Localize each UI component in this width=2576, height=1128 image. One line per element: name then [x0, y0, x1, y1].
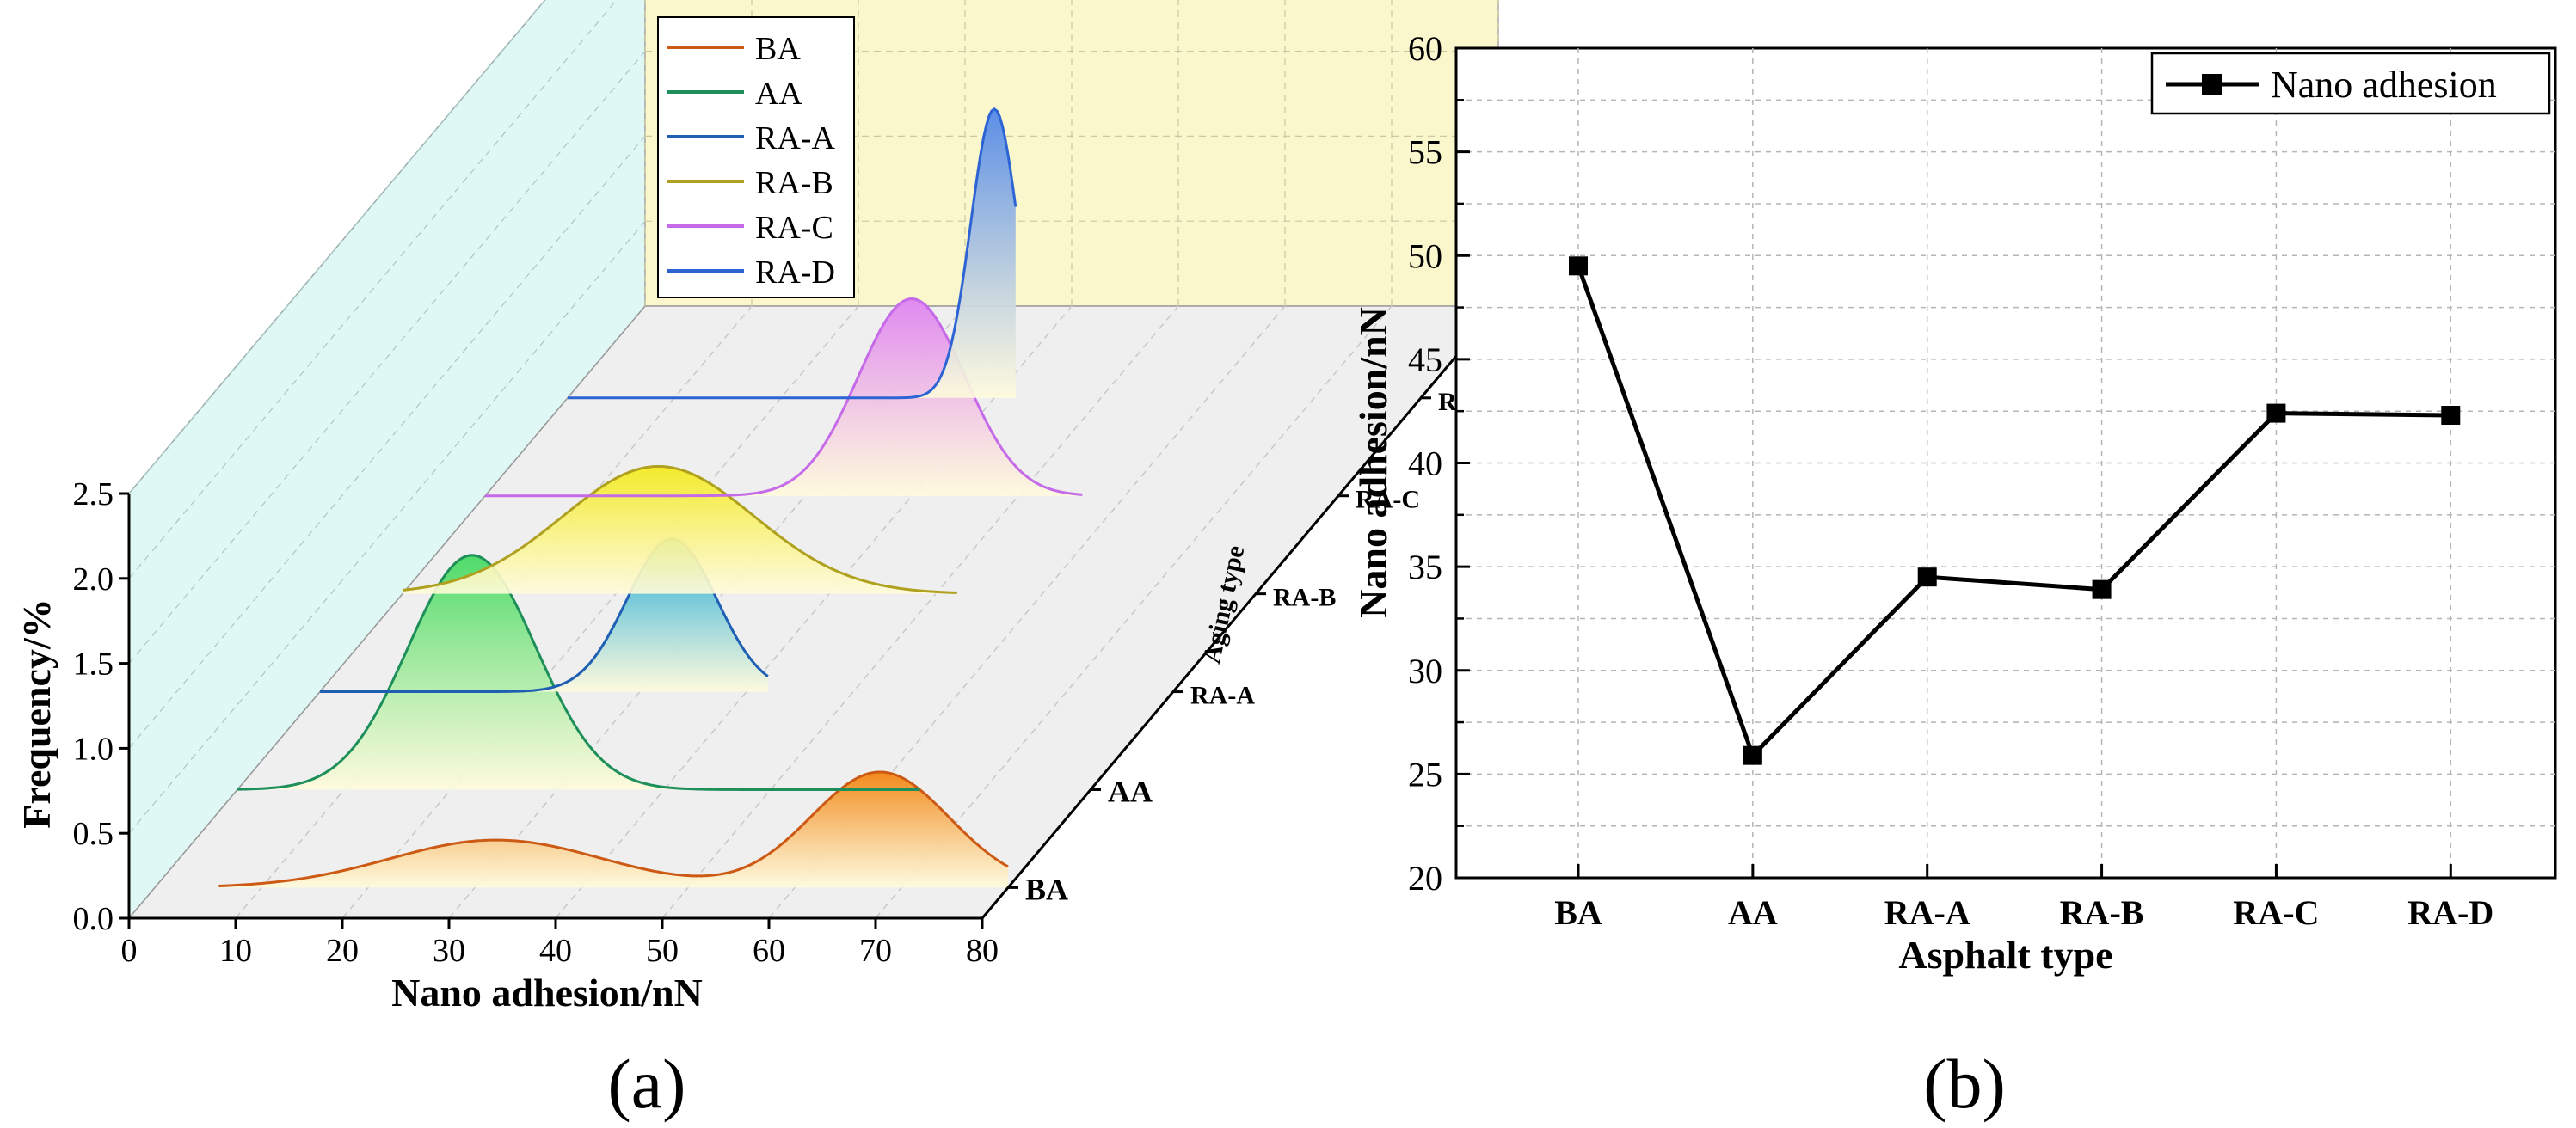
legend-label-ra-c: RA-C	[755, 210, 833, 246]
series-line-ra-c	[485, 297, 1083, 498]
x-axis-title-b: Asphalt type	[1898, 933, 2112, 977]
panel-a-axes: 0 10 20 30 40 50 60 70 80 0.0 0.5 1.0 1.5 2.0 2.5 BA AA R…	[73, 305, 1503, 969]
depth-axis-a	[981, 305, 1500, 919]
grid-line	[128, 51, 646, 664]
y-tick-label-a: 2.5	[73, 476, 114, 512]
series-line-ba	[218, 770, 1009, 888]
y-tick-label-a: 0.5	[73, 816, 114, 852]
data-point-ba	[1569, 256, 1588, 276]
data-point-ra-d	[2441, 406, 2461, 426]
x-tick-label-a: 0	[121, 933, 138, 969]
series-line-nano-adhesion	[1576, 265, 2451, 760]
series-fill-ra-c	[485, 298, 1083, 496]
data-point-ra-a	[1917, 567, 1937, 587]
series-line-aa	[237, 554, 920, 791]
panel-b-axes: 20 25 30 35 40 45 50 55 60 BA AA RA-A RA-B RA-C RA-D	[1408, 29, 2493, 932]
x-tick-label-a: 80	[966, 933, 999, 969]
series-fill-aa	[237, 555, 920, 790]
panel-a-series	[218, 107, 1083, 888]
grid-line	[128, 0, 546, 494]
x-tick-label-ra-a: RA-A	[1884, 893, 1970, 932]
panel-label-b: (b)	[1923, 1045, 2006, 1123]
x-tick-label-ba: BA	[1554, 893, 1602, 932]
y-axis-title-b: Nano adhesion/nN	[1351, 307, 1395, 618]
x-tick-label-ra-b: RA-B	[2060, 893, 2144, 932]
grid-line	[555, 305, 1073, 919]
panel-a-legend: BA AA RA-A RA-B RA-C RA-D	[657, 16, 855, 298]
data-point-ra-c	[2266, 403, 2286, 423]
y-tick-label-a: 2.0	[73, 561, 114, 598]
x-tick-label-a: 60	[753, 933, 785, 969]
y-tick-label-b: 20	[1408, 859, 1442, 898]
panel-b-grid	[1456, 48, 2555, 878]
legend-label-ra-d: RA-D	[755, 254, 835, 291]
legend-label-nano-adhesion: Nano adhesion	[2271, 64, 2497, 106]
panel-b-chart: 20 25 30 35 40 45 50 55 60 BA AA RA-A RA-B RA-C RA-D N…	[1351, 29, 2557, 1123]
series-line-ra-d	[568, 107, 1017, 400]
legend-label-ra-b: RA-B	[755, 165, 833, 201]
x-tick-label-a: 10	[219, 933, 252, 969]
series-line-ra-b	[402, 464, 957, 594]
depth-tick-label-ra-b: RA-B	[1273, 584, 1336, 612]
legend-label-ra-a: RA-A	[755, 120, 835, 156]
legend-marker-nano-adhesion	[2202, 74, 2222, 95]
x-axis-title-a: Nano adhesion/nN	[391, 971, 703, 1015]
grid-line	[128, 136, 646, 749]
legend-box-a	[657, 16, 855, 298]
y-tick-label-b: 50	[1408, 236, 1442, 275]
x-tick-label-a: 50	[646, 933, 679, 969]
x-tick-label-a: 70	[859, 933, 892, 969]
series-fill-ra-b	[403, 466, 957, 594]
y-tick-label-a: 1.5	[73, 647, 114, 683]
x-tick-label-a: 40	[539, 933, 572, 969]
depth-tick-label-aa: AA	[1108, 774, 1153, 808]
x-tick-label-aa: AA	[1728, 893, 1778, 932]
panel-label-a: (a)	[607, 1045, 685, 1123]
x-tick-label-a: 30	[433, 933, 465, 969]
legend-label-aa: AA	[755, 76, 802, 112]
grid-line	[875, 305, 1393, 919]
data-point-ra-b	[2092, 579, 2112, 599]
y-tick-label-b: 30	[1408, 652, 1442, 690]
depth-tick-label-ra-a: RA-A	[1190, 682, 1255, 710]
series-fill-ba	[218, 771, 1008, 888]
depth-tick-label-ba: BA	[1025, 872, 1068, 906]
panel-b-legend: Nano adhesion	[2150, 52, 2551, 115]
y-tick-label-b: 35	[1408, 548, 1442, 586]
x-tick-label-a: 20	[326, 933, 359, 969]
y-tick-label-a: 1.0	[73, 731, 114, 767]
grid-line	[128, 220, 646, 834]
grid-line	[128, 0, 618, 579]
y-axis-title-a: Frequency/%	[15, 598, 58, 828]
panel-b-markers	[1569, 256, 2461, 765]
x-tick-label-ra-c: RA-C	[2233, 893, 2319, 932]
y-tick-label-a: 0.0	[73, 901, 114, 937]
y-tick-label-b: 40	[1408, 444, 1442, 483]
y-tick-label-b: 55	[1408, 133, 1442, 172]
grid-line	[661, 305, 1179, 919]
grid-line	[341, 305, 859, 919]
y-tick-label-b: 60	[1408, 29, 1442, 68]
panel-a-chart: 0 10 20 30 40 50 60 70 80 0.0 0.5 1.0 1.5 2.0 2.5 BA AA R…	[15, 0, 1503, 1123]
y-tick-label-b: 45	[1408, 340, 1442, 379]
x-tick-label-ra-d: RA-D	[2407, 893, 2493, 932]
series-fill-ra-d	[568, 108, 1016, 398]
depth-tick-label-ra-c: RA-C	[1356, 486, 1420, 514]
y-tick-label-b: 25	[1408, 755, 1442, 794]
legend-label-ba: BA	[755, 31, 801, 67]
data-point-aa	[1743, 745, 1762, 765]
